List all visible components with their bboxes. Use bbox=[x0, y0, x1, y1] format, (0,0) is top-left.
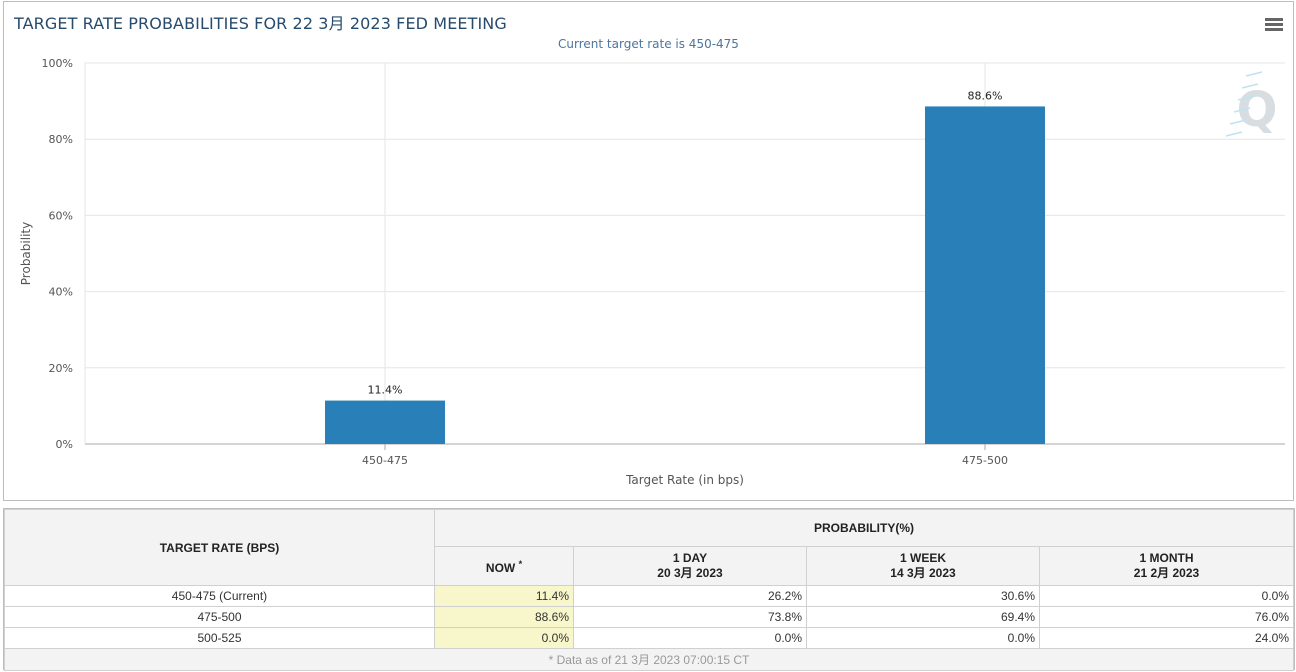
now-cell: 11.4% bbox=[434, 585, 574, 607]
one-day-cell: 26.2% bbox=[573, 585, 807, 607]
chart-subtitle: Current target rate is 450-475 bbox=[558, 37, 739, 51]
probability-table: TARGET RATE (BPS) PROBABILITY(%) NOW * 1… bbox=[4, 509, 1294, 671]
one-day-cell: 0.0% bbox=[573, 627, 807, 649]
probability-header: PROBABILITY(%) bbox=[434, 509, 1294, 547]
one-week-cell: 30.6% bbox=[806, 585, 1040, 607]
now-cell: 0.0% bbox=[434, 627, 574, 649]
one-month-cell: 76.0% bbox=[1039, 606, 1294, 628]
x-tick-label: 450-475 bbox=[362, 454, 408, 467]
y-tick-label: 0% bbox=[56, 438, 73, 451]
bar bbox=[925, 106, 1045, 445]
table-row: 475-500 88.6% 73.8% 69.4% 76.0% bbox=[4, 606, 1294, 628]
y-tick-label: 80% bbox=[49, 133, 73, 146]
watermark-stroke bbox=[1237, 95, 1255, 101]
chart-panel: TARGET RATE PROBABILITIES FOR 22 3月 2023… bbox=[3, 1, 1294, 501]
probability-table-panel: TARGET RATE (BPS) PROBABILITY(%) NOW * 1… bbox=[3, 508, 1295, 671]
hamburger-menu-icon[interactable] bbox=[1265, 18, 1283, 32]
y-tick-label: 20% bbox=[49, 362, 73, 375]
watermark-stroke bbox=[1245, 71, 1263, 77]
watermark-stroke bbox=[1233, 107, 1251, 113]
x-axis-title: Target Rate (in bps) bbox=[625, 473, 744, 487]
y-axis-title: Probability bbox=[19, 222, 33, 285]
one-week-cell: 0.0% bbox=[806, 627, 1040, 649]
one-month-column-header: 1 MONTH 21 2月 2023 bbox=[1039, 546, 1294, 586]
now-column-header: NOW * bbox=[434, 546, 574, 586]
data-label: 88.6% bbox=[968, 89, 1003, 102]
data-label: 11.4% bbox=[368, 384, 403, 397]
target-rate-header: TARGET RATE (BPS) bbox=[4, 509, 435, 586]
table-row: 450-475 (Current) 11.4% 26.2% 30.6% 0.0% bbox=[4, 585, 1294, 607]
one-day-column-header: 1 DAY 20 3月 2023 bbox=[573, 546, 807, 586]
chart-title: TARGET RATE PROBABILITIES FOR 22 3月 2023… bbox=[14, 14, 507, 33]
x-tick-label: 475-500 bbox=[962, 454, 1008, 467]
watermark-stroke bbox=[1241, 83, 1259, 89]
y-tick-label: 60% bbox=[49, 209, 73, 222]
table-row: 500-525 0.0% 0.0% 0.0% 24.0% bbox=[4, 627, 1294, 649]
watermark-stroke bbox=[1225, 131, 1243, 137]
y-tick-label: 100% bbox=[42, 57, 73, 70]
bar-chart: Q0%20%40%60%80%100%11.4%450-47588.6%475-… bbox=[19, 57, 1285, 487]
rate-cell: 475-500 bbox=[4, 606, 435, 628]
one-day-cell: 73.8% bbox=[573, 606, 807, 628]
one-month-cell: 24.0% bbox=[1039, 627, 1294, 649]
bar bbox=[325, 400, 445, 444]
one-week-cell: 69.4% bbox=[806, 606, 1040, 628]
now-cell: 88.6% bbox=[434, 606, 574, 628]
data-timestamp-footnote: * Data as of 21 3月 2023 07:00:15 CT bbox=[4, 648, 1294, 671]
rate-cell: 500-525 bbox=[4, 627, 435, 649]
y-tick-label: 40% bbox=[49, 286, 73, 299]
one-month-cell: 0.0% bbox=[1039, 585, 1294, 607]
watermark-stroke bbox=[1229, 119, 1247, 125]
rate-cell: 450-475 (Current) bbox=[4, 585, 435, 607]
one-week-column-header: 1 WEEK 14 3月 2023 bbox=[806, 546, 1040, 586]
